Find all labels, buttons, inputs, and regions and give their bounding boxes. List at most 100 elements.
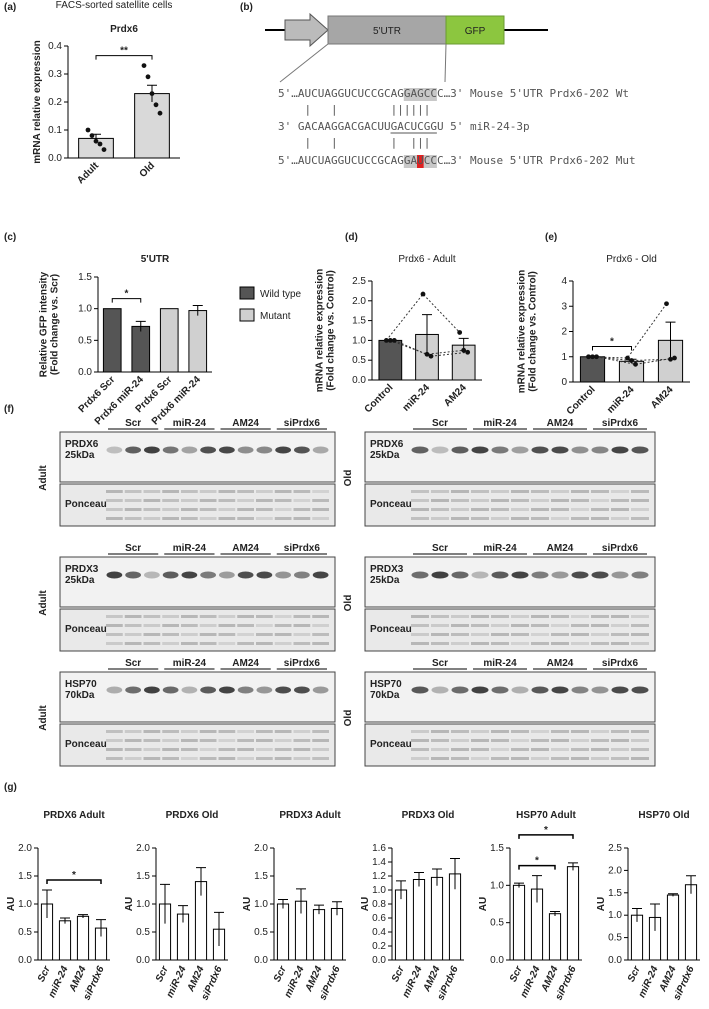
ponceau-band (591, 499, 609, 502)
replicate-line (390, 339, 464, 355)
x-tick-label: Old (138, 160, 158, 180)
y-tick-label: 2.0 (136, 843, 150, 854)
chart-title: PRDX3 Adult (279, 810, 341, 821)
ponceau-band (491, 624, 509, 627)
protein-band (631, 686, 649, 694)
ponceau-band (293, 508, 311, 511)
ponceau-band (218, 757, 236, 760)
ponceau-band (162, 508, 179, 511)
protein-band (531, 686, 549, 694)
ponceau-band (312, 739, 329, 742)
ponceau-band (571, 642, 589, 645)
ponceau-band (591, 490, 609, 493)
ponceau-band (611, 517, 629, 520)
ponceau-band (591, 642, 609, 645)
ponceau-band (451, 508, 469, 511)
ponceau-band (611, 508, 629, 511)
label-bg (62, 738, 102, 750)
sequence-line: 3' GACAAGGACGACUUGACUCGGU 5' miR-24-3p (278, 120, 530, 133)
ponceau-band (551, 633, 569, 636)
ponceau-band (531, 739, 549, 742)
significance-bracket (111, 298, 142, 303)
lane-label: miR-24 (173, 658, 207, 669)
label-bg (367, 676, 407, 702)
ponceau-band (471, 517, 489, 520)
ponceau-band (571, 490, 589, 493)
error-bar (296, 888, 306, 914)
lane-label: Scr (125, 543, 141, 554)
ponceau-band (631, 642, 649, 645)
lane-label: AM24 (232, 658, 259, 669)
ponceau-band (143, 508, 161, 511)
ponceau-band (106, 508, 123, 511)
ponceau-band (451, 757, 469, 760)
ponceau-band (312, 748, 329, 751)
ponceau-band (631, 490, 649, 493)
ponceau-band (531, 624, 549, 627)
error-bar (550, 910, 560, 916)
y-tick-label: 0.2 (48, 97, 62, 108)
ponceau-band (274, 624, 292, 627)
ponceau-band (293, 624, 311, 627)
ponceau-band (256, 624, 273, 627)
data-point (664, 301, 669, 307)
error-bar (78, 914, 88, 918)
error-bar (568, 862, 578, 871)
ponceau-band (471, 499, 489, 502)
ponceau-band (491, 730, 509, 733)
legend-label: Wild type (260, 289, 302, 300)
ponceau-band (411, 508, 429, 511)
data-point (465, 349, 471, 355)
ponceau-band (431, 730, 449, 733)
ponceau-band (237, 490, 254, 493)
ponceau-band (293, 490, 311, 493)
ponceau-band (551, 490, 569, 493)
protein-band (125, 446, 141, 454)
ponceau-band (124, 739, 142, 742)
ponceau-band (491, 517, 509, 520)
ponceau-band (471, 508, 489, 511)
error-bar (422, 314, 432, 355)
ponceau-band (312, 508, 329, 511)
ponceau-band (531, 615, 549, 618)
ponceau-band (124, 490, 142, 493)
ponceau-band (591, 748, 609, 751)
ponceau-band (218, 739, 236, 742)
ponceau-band (531, 490, 549, 493)
ponceau-band (411, 624, 429, 627)
ponceau-band (106, 633, 123, 636)
protein-band (631, 446, 649, 454)
panel-label: (g) (4, 782, 17, 793)
y-tick-label: 0.5 (490, 918, 504, 929)
blot-box (59, 431, 336, 483)
seed-highlight (403, 88, 437, 101)
lane-label: miR-24 (483, 658, 517, 669)
ponceau-band (218, 508, 236, 511)
ponceau-band (256, 508, 273, 511)
protein-band (200, 571, 216, 579)
ponceau-band (491, 739, 509, 742)
ponceau-band (162, 624, 179, 627)
ponceau-band (124, 748, 142, 751)
ponceau-band (411, 633, 429, 636)
data-point (428, 353, 434, 359)
ponceau-band (199, 624, 217, 627)
ponceau-band (411, 499, 429, 502)
ponceau-band (143, 757, 161, 760)
ponceau-band (256, 757, 273, 760)
panel-label: (a) (4, 2, 16, 13)
ponceau-band (511, 499, 529, 502)
ponceau-band (199, 642, 217, 645)
x-tick-label: miR-24 (401, 382, 433, 414)
ponceau-band (631, 499, 649, 502)
protein-band (591, 446, 609, 454)
error-bar (135, 320, 146, 332)
label-bg (367, 436, 407, 462)
ponceau-band (631, 615, 649, 618)
ponceau-band (162, 490, 179, 493)
ponceau-band (631, 633, 649, 636)
protein-band (611, 686, 629, 694)
lane-label: AM24 (232, 418, 259, 429)
ponceau-band (293, 499, 311, 502)
blot-box (364, 431, 656, 483)
